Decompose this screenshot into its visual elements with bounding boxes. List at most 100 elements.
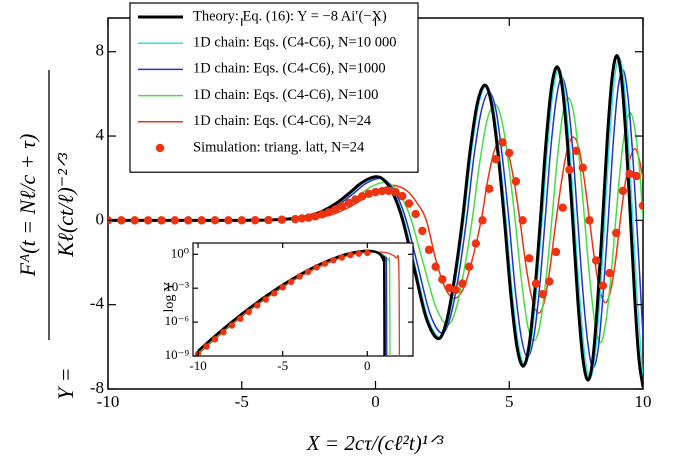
data-point bbox=[228, 322, 236, 329]
data-point bbox=[458, 279, 467, 288]
data-point bbox=[130, 216, 139, 225]
data-point bbox=[338, 254, 346, 261]
x-tick-label: -10 bbox=[189, 358, 206, 373]
data-point bbox=[197, 216, 206, 225]
data-point bbox=[279, 284, 286, 291]
data-point bbox=[287, 278, 295, 285]
data-point bbox=[297, 214, 307, 223]
data-point bbox=[538, 289, 547, 299]
x-tick-label: -10 bbox=[97, 392, 120, 411]
data-point bbox=[337, 202, 347, 211]
legend-label: 1D chain: Eqs. (C4-C6), N=100 bbox=[193, 87, 378, 103]
legend-label: 1D chain: Eqs. (C4-C6), N=24 bbox=[193, 113, 372, 129]
data-point bbox=[598, 281, 608, 290]
data-point bbox=[377, 186, 387, 196]
data-point bbox=[391, 187, 400, 197]
y-tick-label: -8 bbox=[90, 378, 104, 397]
data-point bbox=[404, 199, 414, 208]
y-tick-label: 10⁰ bbox=[171, 245, 189, 260]
data-point bbox=[418, 226, 427, 236]
legend-marker bbox=[155, 143, 165, 153]
data-point bbox=[304, 213, 313, 222]
legend-label: Simulation: triang. latt, N=24 bbox=[193, 139, 365, 155]
data-point bbox=[371, 187, 380, 197]
data-point bbox=[331, 205, 340, 214]
y-label-numerator: Fᴬ(t = Nℓ/c + τ) bbox=[15, 134, 40, 278]
data-point bbox=[498, 138, 507, 147]
data-point bbox=[347, 251, 354, 259]
data-point bbox=[525, 254, 534, 263]
data-point bbox=[357, 192, 367, 201]
data-point bbox=[638, 201, 643, 210]
x-tick-label: 5 bbox=[505, 392, 514, 411]
data-point bbox=[203, 343, 210, 350]
y-tick-label: 4 bbox=[96, 125, 105, 144]
data-point bbox=[224, 216, 233, 225]
data-point bbox=[438, 275, 447, 284]
main-plot bbox=[108, 54, 643, 388]
data-point bbox=[398, 191, 407, 201]
data-point bbox=[324, 208, 333, 217]
data-point bbox=[143, 216, 153, 225]
x-tick-label: -5 bbox=[277, 358, 288, 373]
data-point bbox=[304, 268, 312, 276]
y-tick-label: 8 bbox=[96, 41, 105, 60]
data-point bbox=[291, 214, 300, 224]
data-point bbox=[478, 216, 487, 225]
data-point bbox=[571, 146, 581, 156]
data-point bbox=[210, 216, 220, 225]
data-point bbox=[262, 296, 269, 303]
data-point bbox=[505, 148, 514, 158]
legend-label: 1D chain: Eqs. (C4-C6), N=1000 bbox=[193, 61, 386, 77]
data-point bbox=[451, 285, 460, 295]
data-point bbox=[364, 189, 374, 199]
curve bbox=[197, 249, 386, 356]
data-point bbox=[545, 277, 554, 286]
data-point bbox=[625, 169, 634, 179]
data-point bbox=[591, 256, 601, 265]
data-point bbox=[271, 290, 278, 297]
y-tick-label: 10⁻⁹ bbox=[165, 347, 190, 362]
data-point bbox=[364, 249, 371, 257]
y-tick-label: -4 bbox=[90, 294, 105, 313]
data-point bbox=[605, 268, 614, 278]
data-point bbox=[264, 215, 273, 225]
data-point bbox=[351, 195, 360, 204]
data-point bbox=[444, 283, 454, 293]
y-tick-label: 0 bbox=[96, 209, 105, 228]
data-point bbox=[317, 210, 327, 219]
data-point bbox=[250, 216, 260, 225]
data-point bbox=[321, 260, 329, 267]
data-point bbox=[565, 165, 574, 174]
data-point bbox=[245, 308, 253, 316]
data-point bbox=[117, 216, 126, 225]
data-point bbox=[330, 257, 337, 264]
data-point bbox=[518, 216, 527, 225]
data-point bbox=[424, 245, 434, 255]
data-point bbox=[344, 198, 353, 208]
data-point bbox=[618, 186, 628, 196]
data-point bbox=[558, 203, 567, 212]
data-point bbox=[612, 228, 621, 238]
data-point bbox=[311, 212, 320, 221]
inset-plot bbox=[194, 249, 401, 356]
data-point bbox=[184, 216, 193, 225]
legend: Theory: Eq. (16): Y = −8 Ai′(−X) 1D chain… bbox=[129, 2, 419, 173]
data-point bbox=[585, 216, 594, 225]
data-point bbox=[237, 315, 244, 322]
data-point bbox=[632, 171, 641, 181]
y-label-denominator: Kℓ(ct/ℓ)⁻²ᐟ³ bbox=[53, 153, 78, 258]
y-axis-label: Y = Fᴬ(t = Nℓ/c + τ) Kℓ(ct/ℓ)⁻²ᐟ³ bbox=[15, 70, 78, 400]
data-point bbox=[237, 216, 246, 225]
inset-y-label: log Y bbox=[162, 282, 177, 313]
data-point bbox=[551, 247, 561, 257]
data-point bbox=[384, 186, 394, 196]
curve bbox=[108, 54, 643, 388]
x-tick-label: 0 bbox=[371, 392, 380, 411]
data-point bbox=[471, 239, 481, 248]
x-tick-label: -5 bbox=[235, 392, 249, 411]
data-point bbox=[484, 184, 494, 193]
data-point bbox=[491, 155, 501, 164]
legend-label: 1D chain: Eqs. (C4-C6), N=10 000 bbox=[193, 35, 397, 51]
